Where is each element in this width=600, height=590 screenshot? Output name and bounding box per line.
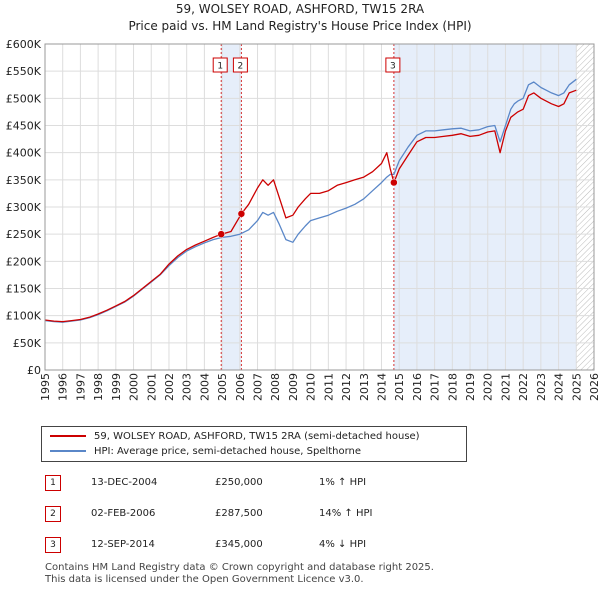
x-tick-label: 2006 xyxy=(234,373,247,401)
x-tick-label: 2009 xyxy=(287,373,300,401)
y-tick-label: £250K xyxy=(6,228,42,241)
transaction-date: 02-FEB-2006 xyxy=(91,508,156,519)
x-tick-label: 1997 xyxy=(74,373,87,401)
y-tick-label: £400K xyxy=(6,147,42,160)
x-tick-label: 2002 xyxy=(163,373,176,401)
x-tick-label: 2007 xyxy=(252,373,265,401)
x-tick-label: 2012 xyxy=(340,373,353,401)
y-tick-label: £550K xyxy=(6,65,42,78)
x-tick-label: 2018 xyxy=(446,373,459,401)
y-tick-label: £350K xyxy=(6,174,42,187)
x-tick-label: 2011 xyxy=(322,373,335,401)
sale-marker-label: 2 xyxy=(238,62,244,72)
legend-swatch-property xyxy=(50,435,86,437)
sale-marker-box xyxy=(385,57,401,73)
transaction-hpi-diff: 4% ↓ HPI xyxy=(319,539,367,550)
transaction-number: 2 xyxy=(45,506,61,522)
x-tick-label: 1996 xyxy=(57,373,70,401)
x-tick-label: 2003 xyxy=(181,373,194,401)
sale-point xyxy=(217,230,225,238)
x-tick-label: 2001 xyxy=(145,373,158,401)
footer-copyright: Contains HM Land Registry data © Crown c… xyxy=(45,562,434,573)
legend-label-hpi: HPI: Average price, semi-detached house,… xyxy=(94,446,362,457)
y-tick-label: £200K xyxy=(6,255,42,268)
y-tick-label: £600K xyxy=(6,38,42,51)
y-tick-label: £0 xyxy=(27,364,41,377)
x-tick-label: 2013 xyxy=(358,373,371,401)
chart-title-line2: Price paid vs. HM Land Registry's House … xyxy=(128,19,472,33)
transaction-date: 13-DEC-2004 xyxy=(91,477,158,488)
x-tick-label: 2005 xyxy=(216,373,229,401)
x-tick-label: 2026 xyxy=(588,373,600,401)
x-tick-label: 1999 xyxy=(110,373,123,401)
sale-marker-box xyxy=(212,57,228,73)
x-tick-label: 2010 xyxy=(305,373,318,401)
y-tick-label: £150K xyxy=(6,283,42,296)
legend-swatch-hpi xyxy=(50,450,86,452)
sale-point xyxy=(390,178,398,187)
x-tick-label: 2008 xyxy=(269,373,282,401)
plot-border xyxy=(44,43,595,371)
x-tick-label: 2022 xyxy=(517,373,530,401)
x-tick-label: 2020 xyxy=(482,373,495,401)
transaction-price: £250,000 xyxy=(215,477,263,488)
transaction-price: £345,000 xyxy=(215,539,263,550)
x-tick-label: 2024 xyxy=(553,373,566,401)
y-tick-label: £50K xyxy=(13,337,42,350)
legend-item-property: 59, WOLSEY ROAD, ASHFORD, TW15 2RA (semi… xyxy=(50,431,420,442)
sale-point xyxy=(237,210,246,218)
transaction-price: £287,500 xyxy=(215,508,263,519)
x-tick-label: 2025 xyxy=(570,373,583,401)
transaction-number: 3 xyxy=(45,537,61,553)
sale-marker-label: 1 xyxy=(217,62,223,72)
x-tick-label: 1998 xyxy=(92,373,105,401)
legend-item-hpi: HPI: Average price, semi-detached house,… xyxy=(50,446,361,457)
x-tick-label: 2021 xyxy=(499,373,512,401)
chart-legend: 59, WOLSEY ROAD, ASHFORD, TW15 2RA (semi… xyxy=(41,426,467,462)
chart-title-line1: 59, WOLSEY ROAD, ASHFORD, TW15 2RA xyxy=(175,2,425,16)
transaction-number: 1 xyxy=(45,475,61,491)
x-tick-label: 2016 xyxy=(411,373,424,401)
x-tick-label: 2004 xyxy=(198,373,211,401)
y-tick-label: £300K xyxy=(6,201,42,214)
x-tick-label: 2023 xyxy=(535,373,548,401)
x-tick-label: 2017 xyxy=(429,373,442,401)
legend-label-property: 59, WOLSEY ROAD, ASHFORD, TW15 2RA (semi… xyxy=(94,431,420,442)
transaction-hpi-diff: 14% ↑ HPI xyxy=(319,508,373,519)
x-tick-label: 1995 xyxy=(39,373,52,401)
y-tick-label: £100K xyxy=(6,310,42,323)
transaction-hpi-diff: 1% ↑ HPI xyxy=(319,477,367,488)
price-chart: 1 2 3 £0 £50K £100K £150K £200K £250K £300K £350K… xyxy=(6,38,600,401)
sale-marker-box xyxy=(232,57,248,73)
x-tick-label: 2019 xyxy=(464,373,477,401)
footer-license: This data is licensed under the Open Gov… xyxy=(45,574,364,585)
x-tick-label: 2014 xyxy=(375,373,388,401)
property-series-line xyxy=(44,89,577,323)
transaction-date: 12-SEP-2014 xyxy=(91,539,155,550)
x-tick-label: 2000 xyxy=(128,373,141,401)
x-tick-label: 2015 xyxy=(393,373,406,401)
y-tick-label: £450K xyxy=(6,120,42,133)
sale-marker-label: 3 xyxy=(390,62,396,72)
y-tick-label: £500K xyxy=(6,92,42,105)
